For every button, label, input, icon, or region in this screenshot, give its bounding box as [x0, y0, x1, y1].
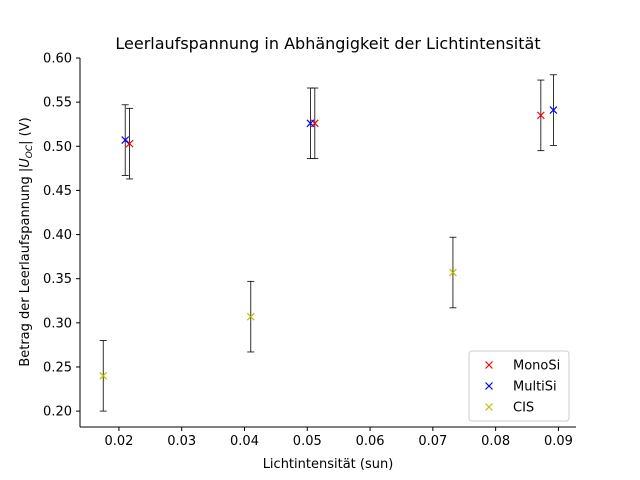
data-point-multisi [306, 119, 315, 128]
x-ticks: 0.02 0.03 0.04 0.05 0.06 0.07 0.08 0.09 [104, 427, 573, 449]
y-axis-label-var: U [18, 158, 33, 168]
legend-label-multisi: MultiSi [513, 380, 557, 395]
x-tick-label: 0.03 [167, 434, 196, 449]
x-tick-label: 0.06 [356, 434, 385, 449]
x-tick-label: 0.07 [418, 434, 447, 449]
y-tick-label: 0.20 [43, 405, 72, 420]
y-tick-label: 0.40 [43, 228, 72, 243]
data-point-multisi [549, 106, 558, 115]
x-tick-label: 0.02 [104, 434, 133, 449]
legend-box [468, 350, 570, 422]
data-point-multisi [121, 136, 130, 145]
y-tick-label: 0.60 [43, 52, 72, 67]
y-axis-label-suffix: | (V) [18, 117, 33, 145]
data-point-cis [246, 312, 255, 321]
legend-marker-cis [485, 403, 493, 411]
y-tick-label: 0.55 [43, 96, 72, 111]
data-markers [99, 106, 558, 380]
legend-marker-monosi [485, 361, 493, 369]
x-tick-label: 0.04 [230, 434, 259, 449]
y-axis-label: Betrag der Leerlaufspannung |UOC| (V) [18, 117, 35, 366]
data-point-monosi [125, 139, 134, 148]
y-tick-label: 0.45 [43, 184, 72, 199]
legend: MonoSi MultiSi CIS [468, 350, 570, 422]
legend-items: MonoSi MultiSi CIS [485, 359, 560, 416]
data-point-cis [449, 268, 457, 277]
chart-title: Leerlaufspannung in Abhängigkeit der Lic… [115, 34, 540, 53]
x-axis-label: Lichtintensität (sun) [263, 457, 394, 472]
data-point-monosi [536, 111, 545, 120]
legend-marker-multisi [485, 382, 493, 390]
x-tick-label: 0.09 [544, 434, 573, 449]
legend-label-cis: CIS [513, 401, 534, 416]
y-tick-label: 0.50 [43, 140, 72, 155]
y-tick-label: 0.35 [43, 272, 72, 287]
x-tick-label: 0.05 [293, 434, 322, 449]
y-axis-label-prefix: Betrag der Leerlaufspannung | [18, 168, 33, 367]
error-bars [99, 74, 557, 412]
x-tick-label: 0.08 [481, 434, 510, 449]
y-tick-label: 0.25 [43, 360, 72, 375]
y-axis-label-sub: OC [25, 144, 35, 158]
data-point-cis [99, 371, 108, 380]
axes [79, 58, 576, 428]
legend-label-monosi: MonoSi [513, 359, 560, 374]
y-ticks: 0.20 0.25 0.30 0.35 0.40 0.45 0.50 0.55 0.60 [43, 52, 80, 420]
y-tick-label: 0.30 [43, 316, 72, 331]
